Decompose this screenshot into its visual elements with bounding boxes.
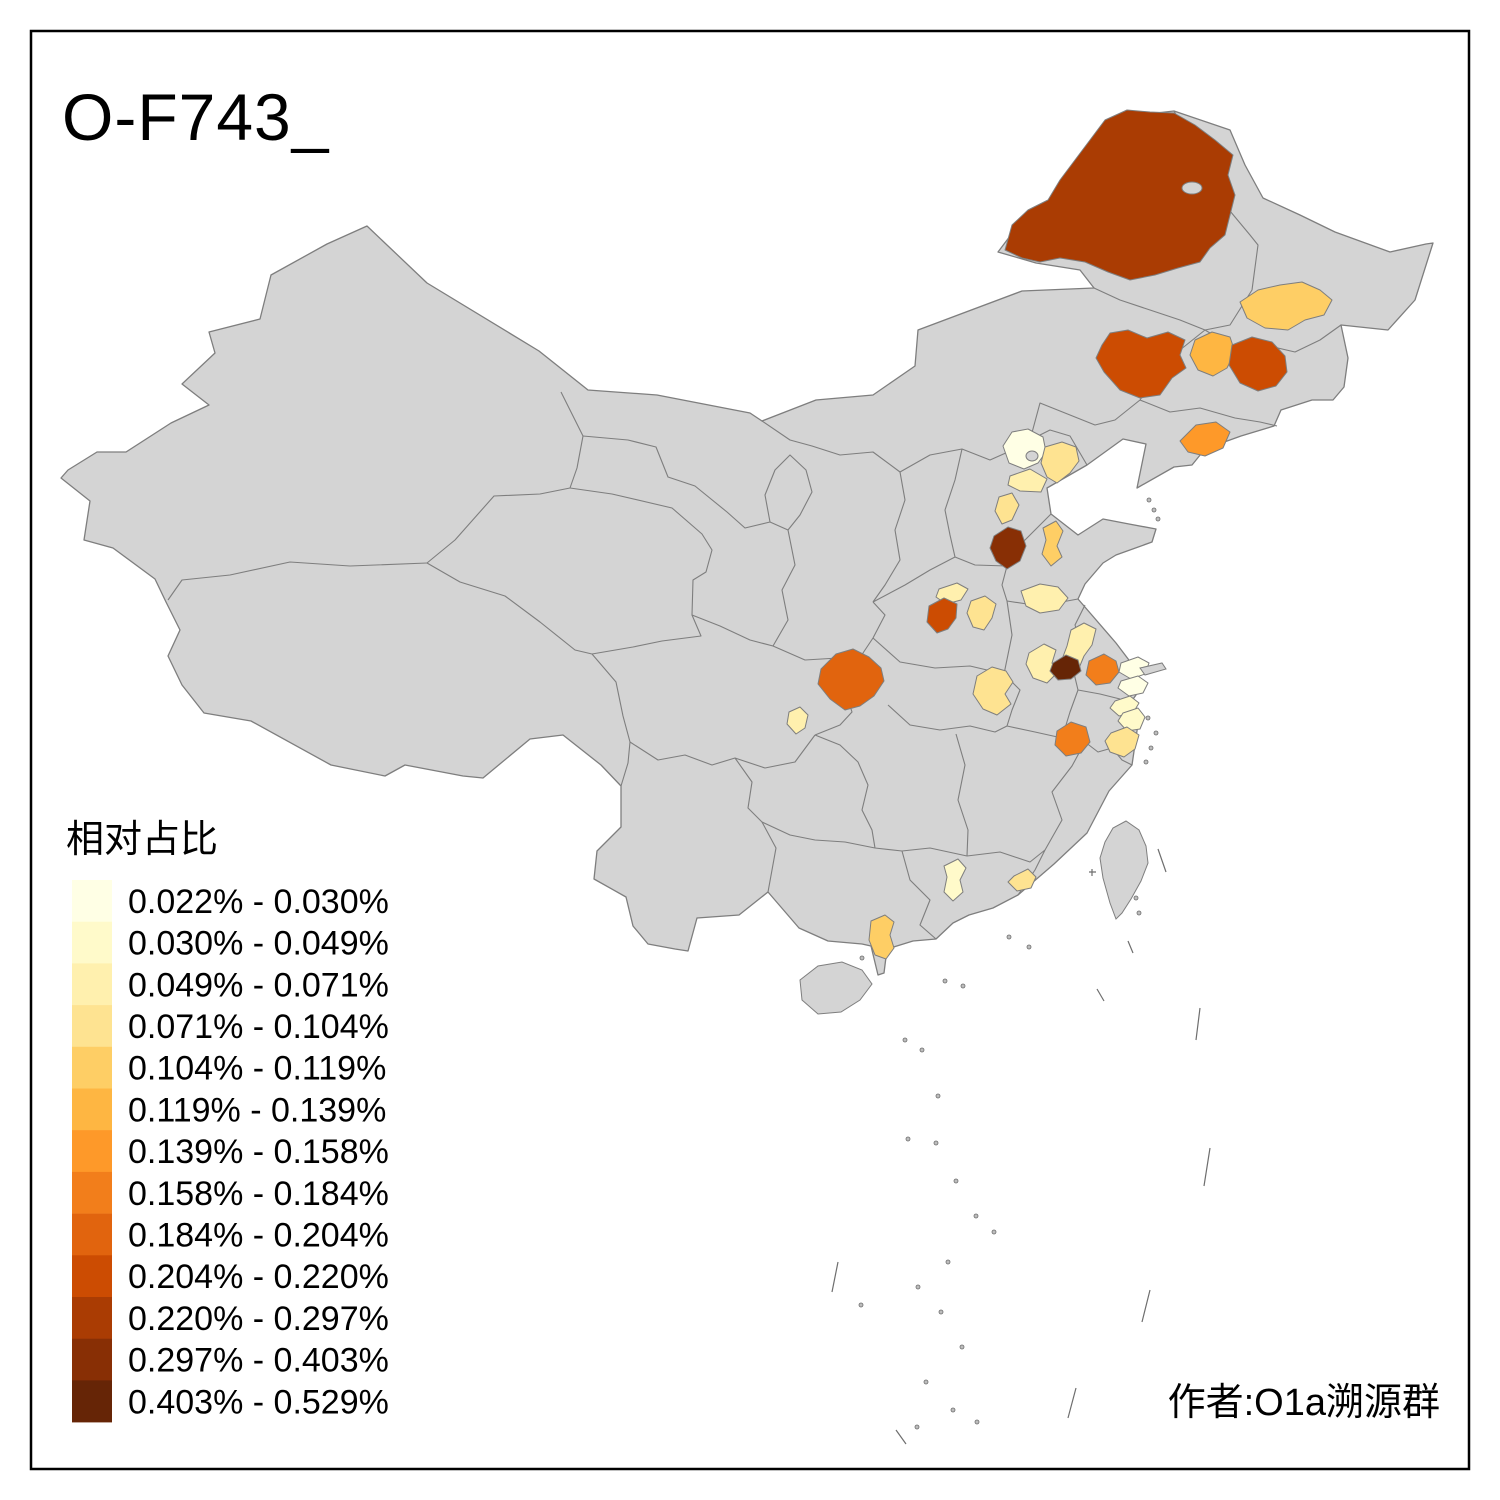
legend-swatch <box>72 1046 112 1089</box>
taiwan-island <box>1099 820 1149 920</box>
page-title: O-F743_ <box>62 80 330 154</box>
map-region <box>1228 336 1288 392</box>
legend-label: 0.220% - 0.297% <box>128 1300 389 1338</box>
legend-label: 0.204% - 0.220% <box>128 1258 389 1296</box>
legend-label: 0.158% - 0.184% <box>128 1175 389 1213</box>
map-region <box>1117 675 1149 697</box>
map-region <box>1004 109 1236 281</box>
legend-swatch <box>72 1213 112 1256</box>
legend-label: 0.119% - 0.139% <box>128 1091 386 1129</box>
legend-label: 0.049% - 0.071% <box>128 966 389 1004</box>
legend-swatch <box>72 880 112 922</box>
chongming-island <box>1139 662 1167 676</box>
enclave-in-region <box>1181 181 1203 195</box>
map-region <box>966 595 997 631</box>
map-region <box>1095 329 1187 399</box>
map-region <box>943 858 967 902</box>
map-region <box>1179 421 1231 457</box>
legend-swatch <box>72 1338 112 1381</box>
legend-label: 0.071% - 0.104% <box>128 1008 389 1046</box>
map-region <box>926 597 958 634</box>
legend-swatch <box>72 1297 112 1339</box>
legend-title: 相对占比 <box>66 819 218 861</box>
legend-swatch <box>72 1130 112 1173</box>
map-region <box>972 666 1014 716</box>
map-region <box>1189 331 1236 377</box>
legend-swatch <box>72 1088 112 1131</box>
map-region <box>1239 281 1333 331</box>
map-region <box>994 492 1020 525</box>
south-china-sea <box>831 848 1211 1445</box>
legend-swatch <box>72 1255 112 1298</box>
map-region <box>1041 520 1064 567</box>
map-region <box>1085 653 1120 686</box>
map-region <box>1054 721 1091 757</box>
map-region <box>817 648 885 711</box>
legend: 0.022% - 0.030% 0.030% - 0.049%0.049% - 0… <box>72 880 389 1423</box>
eleven-dash-line <box>831 848 1211 1445</box>
colored-regions <box>786 109 1333 960</box>
legend-swatch <box>72 1380 112 1423</box>
legend-label: 0.022% - 0.030% <box>128 883 389 921</box>
map-region <box>1007 868 1037 892</box>
china-mainland-outline <box>60 110 1434 976</box>
province-borders <box>167 110 1342 940</box>
hainan-island <box>799 961 873 1015</box>
legend-label: 0.139% - 0.158% <box>128 1133 389 1171</box>
legend-label: 0.403% - 0.529% <box>128 1383 389 1421</box>
legend-swatch <box>72 1005 112 1048</box>
legend-swatch <box>72 1171 112 1214</box>
penghu-islands <box>1089 869 1096 876</box>
map-region <box>1117 707 1146 732</box>
map-region <box>1007 468 1048 493</box>
map-region <box>868 914 895 960</box>
map-region <box>1104 726 1140 758</box>
legend-label: 0.297% - 0.403% <box>128 1342 389 1380</box>
legend-label: 0.184% - 0.204% <box>128 1216 389 1254</box>
legend-label: 0.030% - 0.049% <box>128 925 389 963</box>
map-region <box>1049 654 1082 681</box>
map-region <box>1040 441 1080 484</box>
map-region <box>1020 583 1069 614</box>
attribution-text: 作者:O1a溯源群 <box>1168 1382 1440 1424</box>
islands <box>799 497 1167 1015</box>
legend-label: 0.104% - 0.119% <box>128 1050 386 1088</box>
legend-swatch <box>72 921 112 964</box>
map-region <box>786 706 809 735</box>
legend-swatch <box>72 963 112 1006</box>
enclave-in-region <box>1025 450 1039 462</box>
map-region <box>989 526 1027 570</box>
